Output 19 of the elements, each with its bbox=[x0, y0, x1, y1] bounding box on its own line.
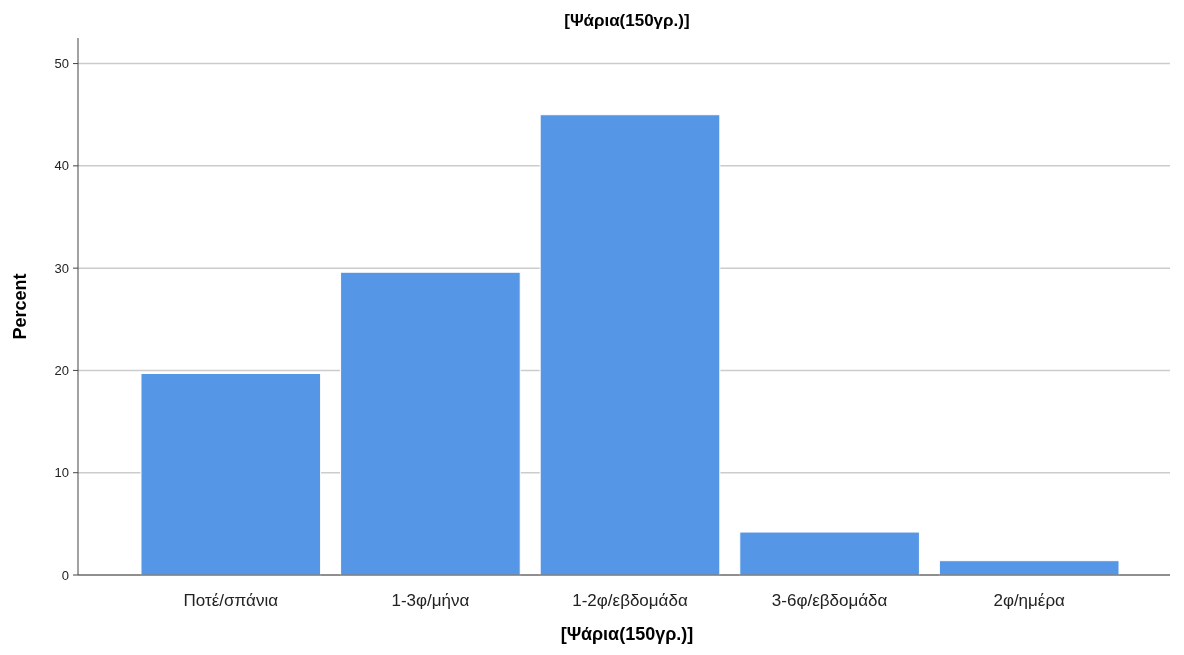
x-tick-label: 1-3φ/μήνα bbox=[391, 591, 470, 610]
y-tick-label: 0 bbox=[61, 567, 69, 583]
x-tick-label: 2φ/ημέρα bbox=[993, 591, 1066, 610]
y-tick-label: 50 bbox=[54, 56, 69, 72]
bar bbox=[938, 560, 1120, 576]
y-tick-label: 10 bbox=[54, 465, 69, 481]
bar bbox=[140, 373, 322, 576]
bar bbox=[340, 271, 521, 576]
x-tick-label: 1-2φ/εβδομάδα bbox=[572, 591, 688, 610]
bar bbox=[539, 114, 721, 576]
x-axis-title: [Ψάρια(150γρ.)] bbox=[560, 624, 694, 644]
chart-title: [Ψάρια(150γρ.)] bbox=[564, 11, 690, 30]
y-axis-title: Percent bbox=[10, 273, 30, 340]
x-tick-label: 3-6φ/εβδομάδα bbox=[771, 591, 888, 610]
y-tick-label: 40 bbox=[54, 158, 69, 174]
x-tick-label: Ποτέ/σπάνια bbox=[183, 591, 279, 610]
bar bbox=[739, 531, 920, 576]
y-tick-label: 30 bbox=[54, 260, 69, 276]
y-tick-label: 20 bbox=[54, 362, 69, 378]
